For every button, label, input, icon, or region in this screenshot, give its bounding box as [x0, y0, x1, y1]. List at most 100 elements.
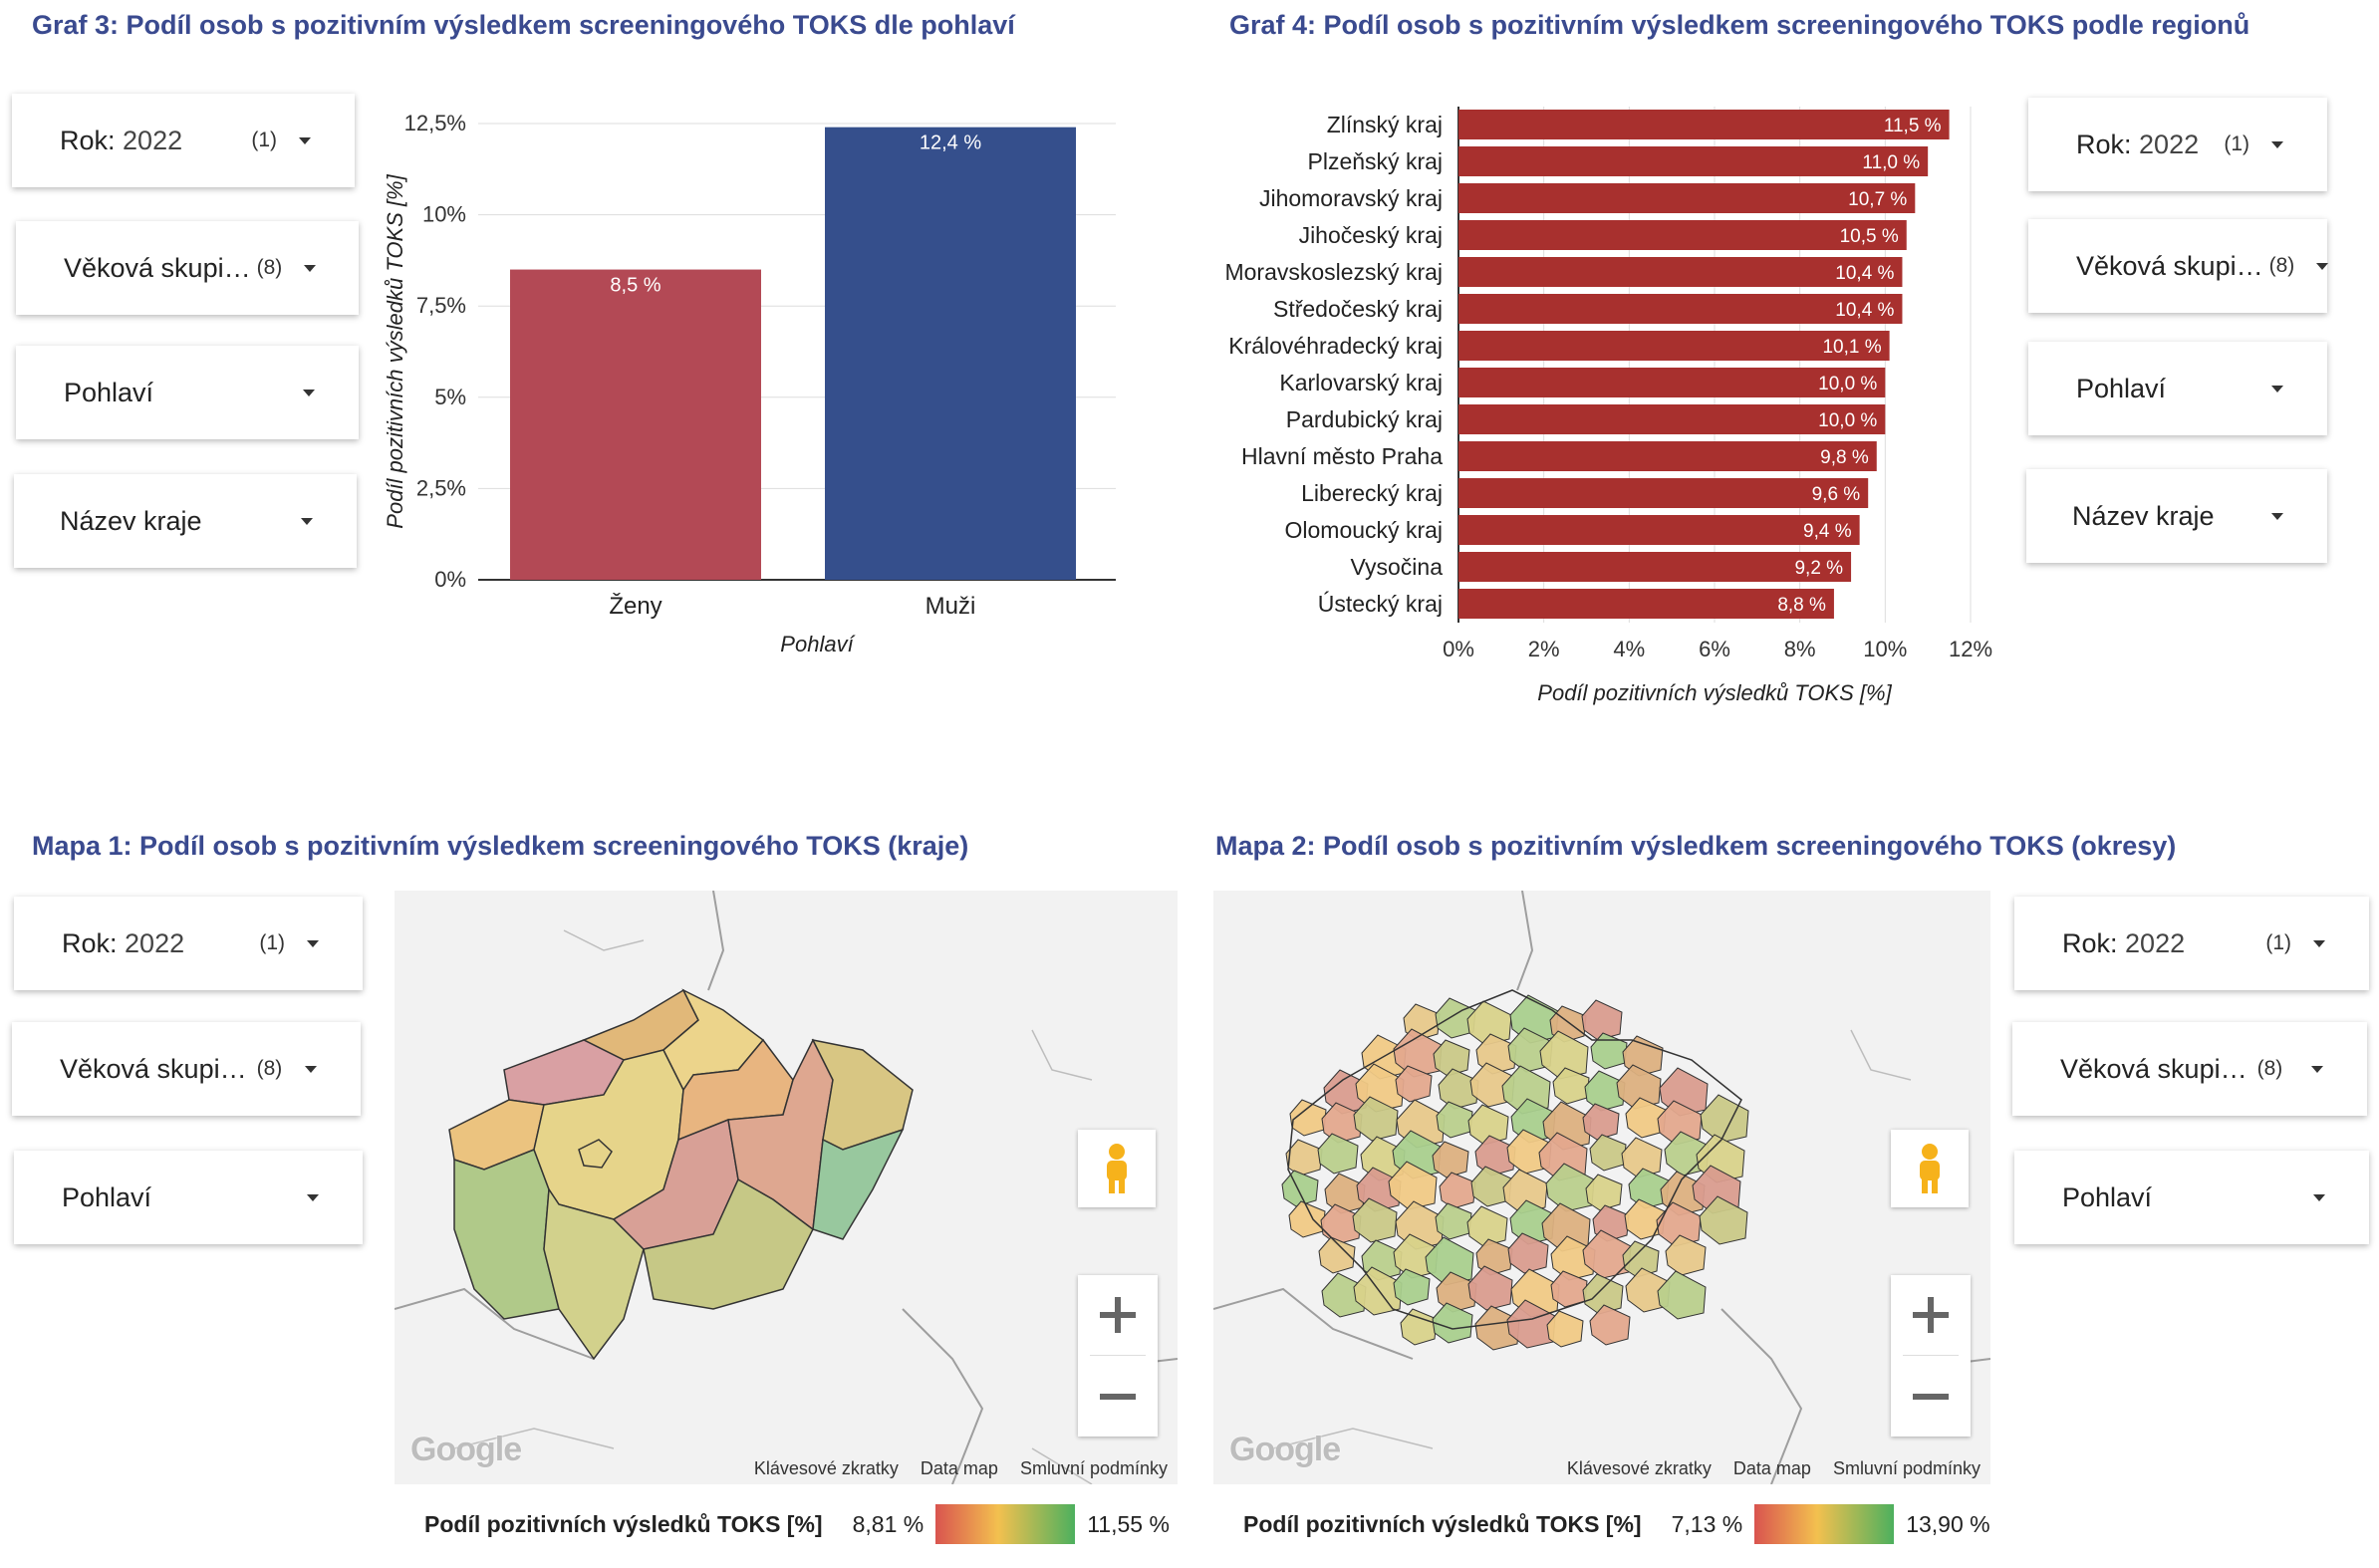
filter-age-group[interactable]: Věková skupi… (8)	[2012, 1022, 2367, 1116]
dropdown-arrow-icon	[299, 136, 311, 144]
filter-age-group[interactable]: Věková skupi… (8)	[2028, 219, 2329, 313]
pegman-icon	[1920, 1144, 1940, 1193]
filter-key: Pohlaví	[64, 377, 154, 407]
zoom-out-button[interactable]	[1078, 1357, 1158, 1437]
y-tick-label: 2,5%	[416, 475, 466, 500]
data-label: 12,4 %	[920, 132, 981, 154]
map2-canvas[interactable]: Google Klávesové zkratky Data map Smluvn…	[1213, 891, 1990, 1484]
street-view-pegman-button[interactable]	[1078, 1130, 1156, 1207]
y-tick-label: Ústecký kraj	[1318, 591, 1443, 617]
data-label: 8,5 %	[610, 275, 661, 297]
plus-icon	[1100, 1297, 1136, 1333]
x-tick-label: 12%	[1949, 637, 1992, 661]
bar	[1458, 515, 1860, 545]
keyboard-shortcuts-link[interactable]: Klávesové zkratky	[1566, 1458, 1712, 1478]
map1-title: Mapa 1: Podíl osob s pozitivním výsledke…	[32, 831, 969, 861]
legend-gradient	[935, 1504, 1076, 1544]
data-label: 11,5 %	[1884, 116, 1942, 136]
bar	[825, 127, 1076, 580]
data-label: 10,4 %	[1835, 263, 1894, 284]
street-view-pegman-button[interactable]	[1891, 1130, 1969, 1207]
district	[1352, 1197, 1398, 1243]
filter-value: 2022	[125, 927, 185, 958]
filter-key: Název kraje	[2072, 500, 2215, 531]
filter-year[interactable]: Rok: 2022 (1)	[2028, 98, 2327, 191]
dropdown-arrow-icon	[2271, 512, 2283, 520]
y-tick-label: Plzeňský kraj	[1308, 148, 1443, 174]
map-footer: Klávesové zkratky Data map Smluvní podmí…	[1567, 1458, 1981, 1479]
x-tick-label: 10%	[1863, 637, 1907, 661]
filter-key: Rok	[2076, 129, 2125, 159]
keyboard-shortcuts-link[interactable]: Klávesové zkratky	[753, 1458, 899, 1478]
y-tick-label: Pardubický kraj	[1286, 406, 1443, 432]
y-tick-label: 12,5%	[404, 111, 466, 135]
district	[1582, 1273, 1624, 1315]
district	[1501, 1065, 1551, 1115]
district	[1700, 1094, 1749, 1144]
district	[1400, 1308, 1438, 1346]
district	[1395, 1065, 1433, 1103]
filter-sex[interactable]: Pohlaví	[2014, 1151, 2369, 1244]
filter-count: (1)	[251, 129, 277, 151]
filter-count: (8)	[2268, 254, 2295, 277]
district	[1507, 1232, 1549, 1274]
district	[1584, 1070, 1626, 1112]
y-axis-title: Podíl pozitivních výsledků TOKS [%]	[383, 173, 407, 528]
filter-year[interactable]: Rok: 2022 (1)	[2014, 897, 2369, 990]
filter-age-group[interactable]: Věková skupi… (8)	[12, 1022, 361, 1116]
terms-link[interactable]: Smluvní podmínky	[1832, 1458, 1981, 1478]
map-data-link[interactable]: Data map	[1732, 1458, 1811, 1478]
y-tick-label: 5%	[434, 385, 466, 409]
filter-sex[interactable]: Pohlaví	[14, 1151, 363, 1244]
district	[1281, 1170, 1319, 1207]
zoom-in-button[interactable]	[1078, 1275, 1158, 1355]
data-label: 9,4 %	[1803, 521, 1852, 542]
dropdown-arrow-icon	[2271, 385, 2283, 392]
map1-regions	[395, 891, 1178, 1484]
filter-year[interactable]: Rok: 2022 (1)	[12, 94, 355, 187]
bar	[1458, 220, 1907, 250]
data-label: 10,0 %	[1818, 410, 1877, 431]
filter-key: Věková skupi…	[60, 1053, 247, 1084]
y-tick-label: Jihomoravský kraj	[1259, 185, 1443, 211]
filter-key: Věková skupi…	[2076, 250, 2263, 281]
dropdown-arrow-icon	[301, 517, 313, 525]
district	[1353, 1266, 1403, 1316]
chart2-plot: 0% 2% 4% 6% 8% 10% 12% 11,5 % Zlínský kraj 11,0 %…	[1224, 107, 1992, 705]
bar	[1458, 589, 1834, 619]
filter-region[interactable]: Název kraje	[14, 474, 357, 568]
y-tick-label: Moravskoslezský kraj	[1224, 259, 1443, 285]
bar	[1458, 331, 1890, 361]
map1-canvas[interactable]: Google Klávesové zkratky Data map Smluvn…	[395, 891, 1178, 1484]
google-logo: Google	[1229, 1431, 1341, 1468]
zoom-control	[1078, 1275, 1158, 1437]
x-axis-title: Podíl pozitivních výsledků TOKS [%]	[1537, 680, 1892, 705]
district	[1388, 1161, 1438, 1210]
map-data-link[interactable]: Data map	[920, 1458, 998, 1478]
filter-region[interactable]: Název kraje	[2026, 469, 2327, 563]
filter-key: Rok	[60, 125, 109, 155]
filter-year[interactable]: Rok: 2022 (1)	[14, 897, 363, 990]
filter-sex[interactable]: Pohlaví	[2028, 342, 2327, 435]
district	[1353, 1096, 1399, 1142]
district	[1657, 1270, 1707, 1320]
filter-count: (1)	[2265, 931, 2291, 954]
bar	[1458, 404, 1886, 434]
terms-link[interactable]: Smluvní podmínky	[1019, 1458, 1168, 1478]
bar	[1458, 110, 1950, 139]
bar	[1458, 552, 1852, 582]
bar	[1458, 294, 1903, 324]
district	[1665, 1234, 1707, 1276]
data-label: 11,0 %	[1862, 152, 1920, 173]
dropdown-arrow-icon	[2313, 1193, 2325, 1201]
bar	[1458, 478, 1869, 508]
filter-sex[interactable]: Pohlaví	[16, 346, 359, 439]
google-logo: Google	[410, 1431, 522, 1468]
data-label: 10,4 %	[1835, 300, 1894, 321]
filter-age-group[interactable]: Věková skupi… (8)	[16, 221, 359, 315]
zoom-in-button[interactable]	[1891, 1275, 1971, 1355]
x-tick-label: 4%	[1613, 637, 1645, 661]
filter-key: Pohlaví	[2062, 1181, 2153, 1212]
district	[1474, 1305, 1520, 1351]
zoom-out-button[interactable]	[1891, 1357, 1971, 1437]
